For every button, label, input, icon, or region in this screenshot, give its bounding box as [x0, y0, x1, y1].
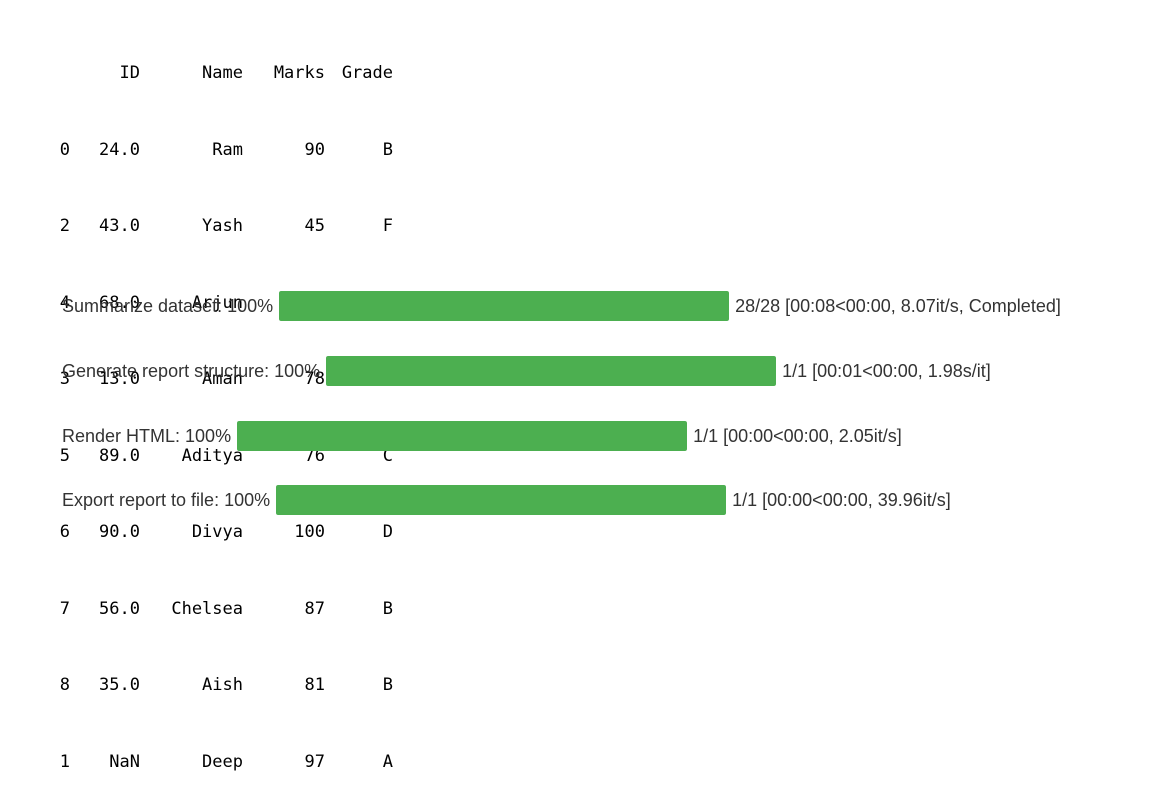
cell-grade: C [382, 445, 393, 466]
progress-fill [279, 291, 730, 321]
table-row: 7 56.0 Chelsea 87 B [44, 597, 393, 623]
table-row: 0 24.0 Ram 90 B [44, 138, 393, 164]
row-index: 7 [59, 598, 70, 619]
progress-fill [237, 421, 688, 451]
progress-track [279, 291, 730, 321]
cell-id: 13.0 [99, 369, 140, 389]
cell-id: 24.0 [99, 139, 140, 160]
cell-grade: F [382, 216, 393, 236]
column-header-name: Name [202, 63, 243, 83]
cell-id: NaN [109, 751, 140, 772]
progress-label: Export report to file: 100% [62, 489, 271, 510]
progress-bar-generate-report-structure: Generate report structure: 100% 1/1 [00:… [62, 355, 991, 387]
cell-grade: B [382, 598, 393, 619]
cell-name: Arjun [191, 292, 243, 313]
cell-id: 56.0 [99, 598, 140, 619]
cell-name: Chelsea [171, 598, 243, 619]
progress-label: Summarize dataset: 100% [62, 295, 274, 316]
row-index: 5 [59, 445, 70, 466]
table-row: 6 90.0 Divya 100 D [44, 520, 393, 546]
table-row: 5 89.0 Aditya 76 C [44, 444, 393, 470]
column-header-marks: Marks [273, 63, 325, 83]
cell-name: Aman [202, 369, 243, 389]
progress-bar-render-html: Render HTML: 100% 1/1 [00:00<00:00, 2.05… [62, 420, 902, 452]
row-index: 8 [59, 675, 70, 695]
cell-name: Ram [212, 139, 243, 160]
cell-grade: A [382, 751, 393, 772]
progress-bar-summarize-dataset: Summarize dataset: 100% 28/28 [00:08<00:… [62, 290, 1061, 322]
cell-grade: B [382, 139, 393, 160]
cell-marks: 90 [304, 139, 325, 160]
progress-track [326, 356, 777, 386]
cell-id: 90.0 [99, 522, 140, 542]
column-header-grade: Grade [341, 63, 393, 83]
row-index: 4 [59, 292, 70, 313]
cell-name: Aish [202, 675, 243, 695]
progress-track [276, 485, 727, 515]
row-index: 6 [59, 522, 70, 542]
progress-bar-export-report: Export report to file: 100% 1/1 [00:00<0… [62, 484, 951, 516]
table-row: 2 43.0 Yash 45 F [44, 214, 393, 240]
cell-name: Aditya [181, 445, 243, 466]
cell-id: 43.0 [99, 216, 140, 236]
dataframe-output: ID Name Marks Grade 0 24.0 Ram 90 B 2 43.0 Yash 45… [44, 10, 393, 801]
progress-fill [326, 356, 777, 386]
column-header-id: ID [119, 63, 140, 83]
progress-label: Render HTML: 100% [62, 425, 232, 446]
row-index: 1 [59, 751, 70, 772]
row-index: 3 [59, 369, 70, 389]
progress-stats: 1/1 [00:00<00:00, 39.96it/s] [732, 489, 951, 510]
cell-grade: D [382, 522, 393, 542]
cell-id: 89.0 [99, 445, 140, 466]
cell-marks: 81 [304, 675, 325, 695]
progress-fill [276, 485, 727, 515]
cell-grade: B [382, 675, 393, 695]
progress-stats: 1/1 [00:01<00:00, 1.98s/it] [782, 360, 991, 381]
cell-id: 68.0 [99, 292, 140, 313]
progress-stats: 1/1 [00:00<00:00, 2.05it/s] [693, 425, 902, 446]
cell-marks: 97 [304, 751, 325, 772]
cell-name: Divya [191, 522, 243, 542]
table-header-row: ID Name Marks Grade [44, 61, 393, 87]
cell-marks: 87 [304, 598, 325, 619]
progress-track [237, 421, 688, 451]
row-index: 0 [59, 139, 70, 160]
progress-label: Generate report structure: 100% [62, 360, 321, 381]
row-index: 2 [59, 216, 70, 236]
table-row: 8 35.0 Aish 81 B [44, 673, 393, 699]
progress-stats: 28/28 [00:08<00:00, 8.07it/s, Completed] [735, 295, 1061, 316]
cell-marks: 78 [304, 369, 325, 389]
cell-id: 35.0 [99, 675, 140, 695]
table-row: 1 NaN Deep 97 A [44, 750, 393, 776]
cell-marks: 45 [304, 216, 325, 236]
cell-name: Deep [202, 751, 243, 772]
cell-name: Yash [202, 216, 243, 236]
cell-marks: 100 [294, 522, 325, 542]
